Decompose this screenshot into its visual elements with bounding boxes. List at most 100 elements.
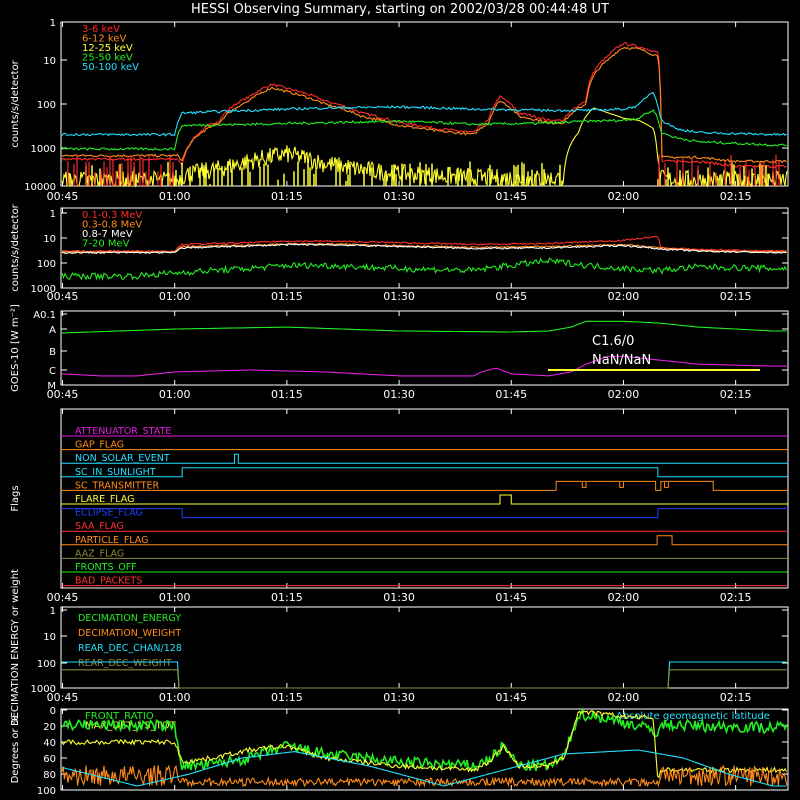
y-tick-label: 10: [43, 632, 56, 643]
y-axis-label: counts/s/detector: [10, 59, 21, 147]
legend-entry: FRONT_RATIO: [85, 711, 154, 722]
y-tick-label: B: [49, 347, 56, 358]
flag-label: NON_SOLAR_EVENT: [75, 453, 170, 464]
flag-dip: [619, 481, 624, 488]
series-line: [61, 355, 787, 377]
x-tick-label: 01:45: [495, 290, 527, 303]
series-line: [61, 749, 787, 787]
goes-class-label: C1.6/0: [592, 334, 634, 349]
chart-title: HESSI Observing Summary, starting on 200…: [191, 2, 609, 17]
x-tick-label: 01:00: [159, 290, 191, 303]
y-tick-label: M: [47, 381, 56, 392]
y-tick-label: 1000: [31, 144, 56, 155]
x-tick-label: 00:45: [47, 591, 79, 604]
y-tick-label: 100: [37, 100, 56, 111]
series-line: [61, 257, 788, 281]
y-tick-label: 10000: [24, 182, 56, 193]
legend-entry: DECIMATION_ENERGY: [78, 613, 181, 624]
y-axis-label: DECIMATION ENERGY or weight: [10, 569, 21, 726]
legend-entry: 0.1-0.3 MeV: [82, 210, 142, 221]
flag-dip: [581, 481, 587, 488]
legend-entry: 0.8-7 MeV: [82, 229, 133, 240]
series-line: [61, 107, 788, 188]
y-tick-label: 80: [43, 770, 56, 781]
series-line: [61, 707, 788, 773]
y-tick-label: 100: [37, 259, 56, 270]
x-tick-label: 01:00: [159, 591, 191, 604]
y-tick-label: A0.1: [33, 310, 56, 321]
flag-label: BAD_PACKETS: [75, 576, 142, 587]
x-tick-label: 01:00: [159, 691, 191, 704]
x-tick-label: 01:30: [383, 691, 415, 704]
legend-entry: 7-20 MeV: [82, 239, 130, 250]
x-tick-label: 00:45: [47, 190, 79, 203]
x-tick-label: 01:30: [383, 591, 415, 604]
x-tick-label: 01:45: [495, 591, 527, 604]
legend-entry: 25-50 keV: [82, 53, 133, 64]
x-tick-label: 02:15: [720, 691, 752, 704]
y-tick-label: 1000: [31, 284, 56, 295]
series-label: Absolute geomagnetic latitude: [616, 711, 770, 722]
series-line: [61, 41, 787, 169]
x-tick-label: 01:15: [271, 290, 303, 303]
x-tick-label: 01:30: [383, 388, 415, 401]
panel-frame: [60, 207, 789, 289]
x-tick-label: 02:00: [608, 388, 640, 401]
panel-frame: [60, 408, 789, 589]
legend-entry: 12-25 keV: [82, 43, 133, 54]
flag-dip: [664, 481, 669, 488]
flag-line: [61, 494, 788, 505]
series-line: [61, 108, 787, 151]
x-tick-label: 01:45: [495, 190, 527, 203]
y-tick-label: 40: [43, 738, 56, 749]
series-line: [61, 710, 787, 779]
y-tick-label: C: [49, 366, 56, 377]
flag-label: PARTICLE_FLAG: [75, 535, 148, 546]
x-tick-label: 02:00: [608, 190, 640, 203]
x-tick-label: 01:30: [383, 190, 415, 203]
legend-entry: REAR_DEC_CHAN/128: [78, 643, 182, 654]
y-tick-label: 100: [37, 659, 56, 670]
flag-line: [61, 508, 788, 519]
y-tick-label: 0: [50, 706, 56, 717]
x-tick-label: 01:00: [159, 190, 191, 203]
legend-entry: 0.3-0.8 MeV: [82, 220, 142, 231]
flag-label: SC_TRANSMITTER: [75, 480, 160, 491]
flag-label: FRONTS_OFF: [75, 562, 137, 573]
x-tick-label: 02:00: [608, 691, 640, 704]
y-axis-label: Degrees or %: [10, 716, 21, 784]
y-tick-label: A: [49, 325, 56, 336]
x-tick-label: 00:45: [47, 691, 79, 704]
legend-entry: DECIMATION_WEIGHT: [78, 628, 181, 639]
legend-entry: REAR_DEC_WEIGHT: [78, 658, 172, 669]
flag-line: [61, 453, 788, 464]
series-line: [61, 242, 787, 254]
x-tick-label: 00:45: [47, 388, 79, 401]
x-tick-label: 02:15: [720, 190, 752, 203]
y-tick-label: 1: [50, 209, 56, 220]
y-tick-label: 10: [43, 234, 56, 245]
x-tick-label: 01:45: [495, 388, 527, 401]
flag-label: ATTENUATOR_STATE: [75, 426, 171, 437]
y-tick-label: 1000: [31, 684, 56, 695]
y-tick-label: 60: [43, 754, 56, 765]
series-line: [62, 669, 787, 689]
flag-label: ECLIPSE_FLAG: [75, 508, 143, 519]
x-tick-label: 01:00: [159, 388, 191, 401]
x-tick-label: 01:15: [271, 591, 303, 604]
y-tick-label: 1: [50, 606, 56, 617]
goes-nan-label: NaN/NaN: [592, 353, 651, 368]
panel-frame: [60, 708, 789, 791]
series-line: [61, 46, 787, 164]
legend-entry: 6-12 keV: [82, 34, 126, 45]
y-axis-label: Flags: [10, 485, 21, 511]
x-tick-label: 01:15: [271, 190, 303, 203]
x-tick-label: 01:45: [495, 691, 527, 704]
flag-label: FLARE_FLAG: [75, 494, 135, 505]
x-tick-label: 02:00: [608, 290, 640, 303]
series-line: [61, 764, 788, 788]
flag-label: GAP_FLAG: [75, 440, 124, 451]
x-tick-label: 02:00: [608, 591, 640, 604]
